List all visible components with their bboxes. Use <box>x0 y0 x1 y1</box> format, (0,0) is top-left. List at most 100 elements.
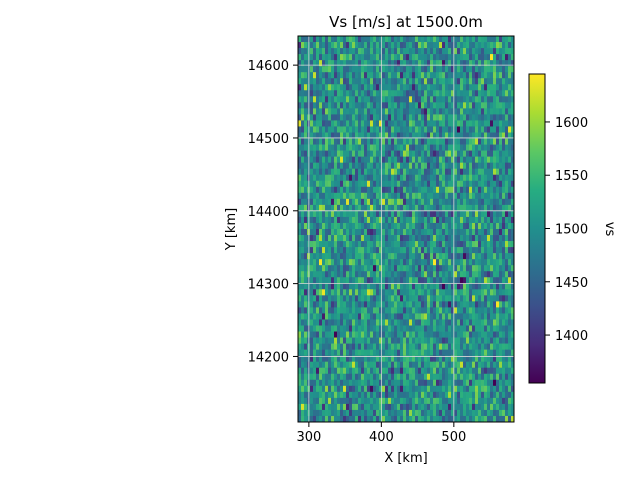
heatmap-cell <box>499 301 503 308</box>
heatmap-cell <box>376 373 380 381</box>
heatmap-cell <box>442 331 446 338</box>
heatmap-cell <box>331 60 335 67</box>
heatmap-cell <box>466 216 470 224</box>
heatmap-cell <box>469 265 473 272</box>
heatmap-cell <box>418 126 422 133</box>
heatmap-cell <box>406 385 410 393</box>
heatmap-cell <box>403 379 407 387</box>
heatmap-cell <box>406 415 410 423</box>
heatmap-cell <box>397 78 401 85</box>
heatmap-cell <box>436 144 440 151</box>
heatmap-cell <box>319 241 323 248</box>
heatmap-cell <box>304 367 308 375</box>
heatmap-cell <box>466 168 470 176</box>
heatmap-cell <box>337 379 341 387</box>
heatmap-cell <box>379 361 383 369</box>
heatmap-cell <box>478 78 482 85</box>
heatmap-cell <box>481 114 485 121</box>
heatmap-cell <box>391 379 395 387</box>
heatmap-cell <box>373 150 377 157</box>
heatmap-cell <box>394 229 398 236</box>
heatmap-cell <box>409 84 413 91</box>
heatmap-cell <box>436 222 440 230</box>
heatmap-cell <box>331 289 335 296</box>
heatmap-cell <box>463 289 467 296</box>
heatmap-cell <box>298 235 302 242</box>
heatmap-cell <box>316 367 320 375</box>
heatmap-cell <box>298 126 302 133</box>
heatmap-cell <box>400 72 404 79</box>
heatmap-cell <box>376 174 380 182</box>
heatmap-cell <box>322 355 326 363</box>
heatmap-cell <box>358 66 362 73</box>
heatmap-cell <box>502 325 506 332</box>
heatmap-cell <box>424 168 428 176</box>
heatmap-cell <box>346 355 350 363</box>
x-tick-label: 300 <box>296 430 321 445</box>
heatmap-cell <box>391 60 395 67</box>
heatmap-cell <box>352 277 356 284</box>
heatmap-cell <box>337 144 341 151</box>
heatmap-cell <box>502 198 506 206</box>
heatmap-cell <box>430 247 434 254</box>
heatmap-cell <box>496 222 500 230</box>
heatmap-cell <box>328 379 332 387</box>
heatmap-cell <box>424 90 428 97</box>
heatmap-cell <box>382 180 386 188</box>
heatmap-cell <box>496 409 500 417</box>
heatmap-cell <box>409 222 413 230</box>
heatmap-cell <box>412 96 416 103</box>
heatmap-cell <box>349 180 353 188</box>
heatmap-cell <box>310 397 314 405</box>
heatmap-cell <box>397 331 401 338</box>
heatmap-cell <box>358 373 362 381</box>
heatmap-cell <box>355 162 359 170</box>
heatmap-cell <box>301 216 305 224</box>
heatmap-cell <box>346 66 350 73</box>
heatmap-cell <box>346 271 350 278</box>
heatmap-cell <box>451 90 455 97</box>
heatmap-cell <box>478 277 482 284</box>
heatmap-cell <box>418 156 422 164</box>
heatmap-cell <box>448 379 452 387</box>
heatmap-cell <box>436 247 440 254</box>
heatmap-cell <box>310 204 314 212</box>
heatmap-cell <box>421 42 425 49</box>
heatmap-cell <box>298 283 302 290</box>
heatmap-cell <box>310 120 314 127</box>
heatmap-cell <box>328 132 332 139</box>
heatmap-cell <box>304 289 308 296</box>
heatmap-cell <box>355 60 359 67</box>
heatmap-cell <box>505 403 509 411</box>
heatmap-cell <box>478 355 482 363</box>
heatmap-cell <box>373 48 377 55</box>
heatmap-cell <box>379 229 383 236</box>
heatmap-cell <box>439 102 443 109</box>
heatmap-cell <box>478 325 482 332</box>
heatmap-cell <box>322 96 326 103</box>
y-tick-label: 14600 <box>248 59 289 74</box>
heatmap-cell <box>475 54 479 61</box>
colorbar-tick-label: 1400 <box>555 329 588 344</box>
heatmap-cell <box>349 222 353 230</box>
heatmap-cell <box>298 72 302 79</box>
heatmap-cell <box>439 229 443 236</box>
heatmap-cell <box>511 102 515 109</box>
heatmap-cell <box>424 66 428 73</box>
heatmap-cell <box>481 271 485 278</box>
heatmap-cell <box>364 132 368 139</box>
heatmap-cell <box>433 150 437 157</box>
heatmap-cell <box>313 403 317 411</box>
heatmap-cell <box>493 66 497 73</box>
heatmap-cell <box>394 289 398 296</box>
heatmap-cell <box>367 96 371 103</box>
heatmap-cell <box>430 337 434 344</box>
heatmap-cell <box>322 265 326 272</box>
heatmap-cell <box>388 241 392 248</box>
heatmap-cell <box>460 72 464 79</box>
heatmap-cell <box>412 156 416 164</box>
heatmap-cell <box>316 84 320 91</box>
heatmap-cell <box>505 150 509 157</box>
heatmap-cell <box>445 210 449 218</box>
heatmap-cell <box>391 283 395 290</box>
